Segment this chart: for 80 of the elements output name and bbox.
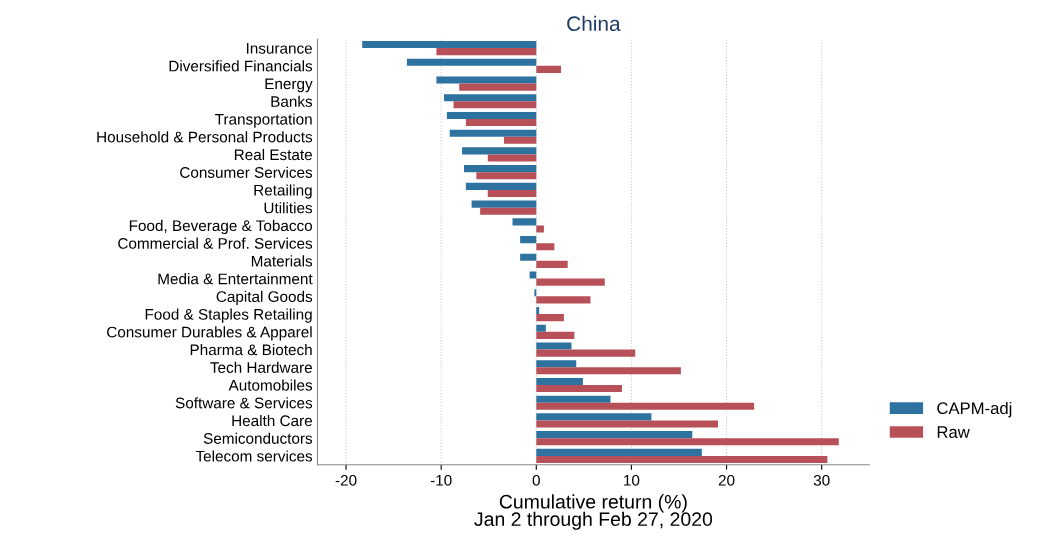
bar (536, 324, 546, 332)
y-tick-label: Diversified Financials (169, 60, 313, 72)
bar (436, 76, 537, 84)
bar (536, 420, 718, 428)
y-tick-label: Automobiles (228, 379, 313, 391)
y-tick-label: Capital Goods (216, 290, 313, 306)
bar (406, 58, 537, 66)
y-tick-label: Telecom services (195, 450, 313, 462)
y-tick-label: Transportation (215, 113, 312, 128)
bar (536, 306, 540, 315)
bar (459, 83, 537, 91)
bar (536, 278, 605, 286)
bar (536, 385, 622, 393)
bar (465, 119, 537, 127)
bar (536, 413, 652, 421)
bar (520, 253, 537, 261)
y-tick-label: Food, Beverage & Tobacco (129, 219, 313, 235)
bar (536, 455, 828, 464)
legend-label: Raw (937, 426, 970, 438)
x-tick-label: 30 (813, 474, 830, 486)
bar (536, 431, 693, 439)
bar (536, 65, 562, 73)
y-tick-label: Semiconductors (203, 432, 313, 444)
bar (536, 342, 572, 350)
bar (536, 260, 568, 268)
bar (503, 136, 537, 144)
y-tick-label: Health Care (232, 414, 312, 427)
y-tick-label: Real Estate (234, 148, 312, 161)
x-tick-label: -20 (335, 474, 357, 486)
bar (487, 154, 537, 162)
bar (449, 129, 537, 137)
y-tick-label: Pharma & Biotech (190, 344, 312, 356)
chart-title: China (567, 15, 621, 32)
bar (536, 314, 564, 322)
legend-label: CAPM-adj (937, 401, 1012, 418)
y-tick-label: Banks (271, 95, 313, 107)
x-tick-label: 20 (718, 474, 735, 486)
x-tick-label: 0 (532, 474, 540, 486)
bar (465, 182, 537, 190)
y-tick-label: Household & Personal Products (97, 131, 313, 143)
x-tick-label: -10 (430, 474, 452, 486)
bar (453, 101, 537, 109)
bar (471, 200, 537, 208)
bar (362, 40, 537, 49)
bar (512, 218, 537, 226)
bar (536, 395, 611, 403)
bar (536, 331, 575, 339)
y-tick-label: Materials (251, 255, 313, 267)
bar (436, 48, 537, 56)
bar (536, 360, 577, 368)
y-tick-label: Insurance (246, 43, 312, 54)
bar (444, 94, 537, 102)
y-tick-label: Tech Hardware (210, 361, 312, 373)
bar (476, 172, 537, 180)
y-tick-label: Retailing (254, 184, 312, 199)
bar (536, 438, 839, 446)
bar (446, 111, 537, 119)
y-tick-label: Food & Staples Retailing (145, 308, 312, 323)
bar (536, 448, 702, 456)
bar (536, 225, 544, 233)
y-tick-label: Software & Services (175, 397, 313, 409)
bar (487, 189, 537, 198)
x-axis-title: Cumulative return (%) Jan 2 through Feb 27, 2020 (474, 494, 713, 530)
bar (480, 207, 537, 215)
bar (536, 349, 636, 357)
x-tick-label: 10 (624, 474, 640, 486)
y-tick-label: Commercial & Prof. Services (118, 237, 313, 249)
bar (536, 402, 755, 410)
bar (464, 165, 537, 173)
y-tick-label: Utilities (264, 202, 313, 214)
bar (462, 147, 537, 155)
y-tick-label: Consumer Services (180, 166, 313, 178)
bar (536, 367, 681, 375)
y-tick-label: Consumer Durables & Apparel (107, 326, 312, 341)
bar (536, 296, 591, 304)
bar (536, 377, 583, 385)
y-tick-label: Energy (265, 78, 313, 93)
bar (536, 243, 555, 251)
y-tick-label: Media & Entertainment (158, 273, 313, 285)
bar (520, 236, 537, 244)
